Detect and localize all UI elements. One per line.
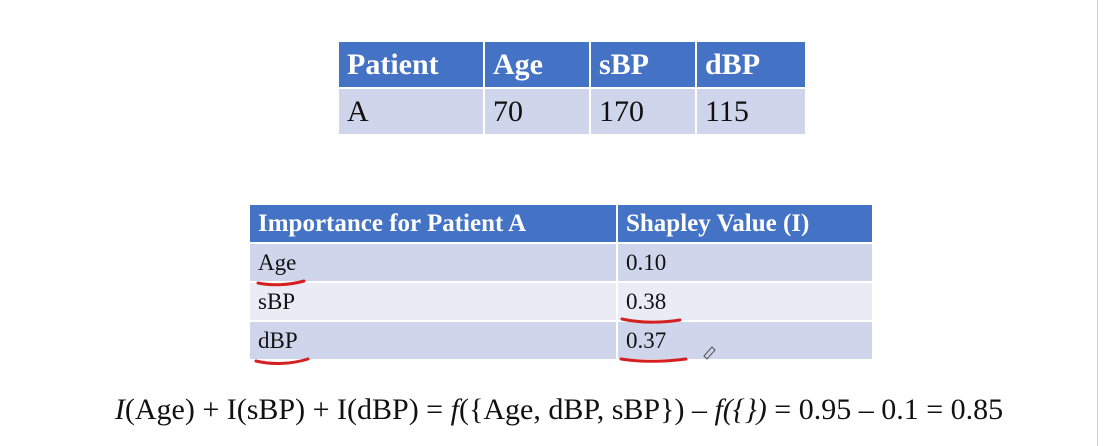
importance-table: Importance for Patient A Shapley Value (… — [248, 203, 874, 361]
table-row: Age 0.10 — [250, 244, 872, 281]
table-row: sBP 0.38 — [250, 283, 872, 320]
equation-f-empty-arg: ({}) — [722, 393, 775, 426]
patient-table-header-row: Patient Age sBP dBP — [339, 42, 805, 87]
equation-sum-terms: (Age) + I(sBP) + I(dBP) = — [124, 393, 451, 426]
patient-table-row: A 70 170 115 — [339, 89, 805, 134]
value-cell: 0.10 — [618, 244, 872, 281]
header-patient: Patient — [339, 42, 483, 87]
cell-dbp: 115 — [697, 89, 805, 134]
feature-cell: Age — [250, 244, 616, 281]
header-shapley-value: Shapley Value (I) — [618, 205, 872, 242]
slide-edge-line — [1097, 0, 1098, 446]
header-importance: Importance for Patient A — [250, 205, 616, 242]
shapley-sum-equation: I(Age) + I(sBP) + I(dBP) = f({Age, dBP, … — [0, 393, 1118, 427]
header-sbp: sBP — [591, 42, 695, 87]
cell-patient: A — [339, 89, 483, 134]
feature-cell: sBP — [250, 283, 616, 320]
equation-i-symbol: I — [114, 393, 125, 426]
equation-f-symbol: f — [450, 393, 459, 426]
feature-cell: dBP — [250, 322, 616, 359]
table-row: dBP 0.37 — [250, 322, 872, 359]
cell-age: 70 — [485, 89, 589, 134]
value-cell: 0.38 — [618, 283, 872, 320]
equation-f-symbol: f — [714, 393, 723, 426]
value-cell: 0.37 — [618, 322, 872, 359]
equation-result: = 0.95 – 0.1 = 0.85 — [774, 393, 1004, 426]
patient-table: Patient Age sBP dBP A 70 170 115 — [337, 40, 807, 136]
header-dbp: dBP — [697, 42, 805, 87]
header-age: Age — [485, 42, 589, 87]
cell-sbp: 170 — [591, 89, 695, 134]
equation-f-full-arg: ({Age, dBP, sBP}) – — [458, 393, 715, 426]
importance-table-header-row: Importance for Patient A Shapley Value (… — [250, 205, 872, 242]
